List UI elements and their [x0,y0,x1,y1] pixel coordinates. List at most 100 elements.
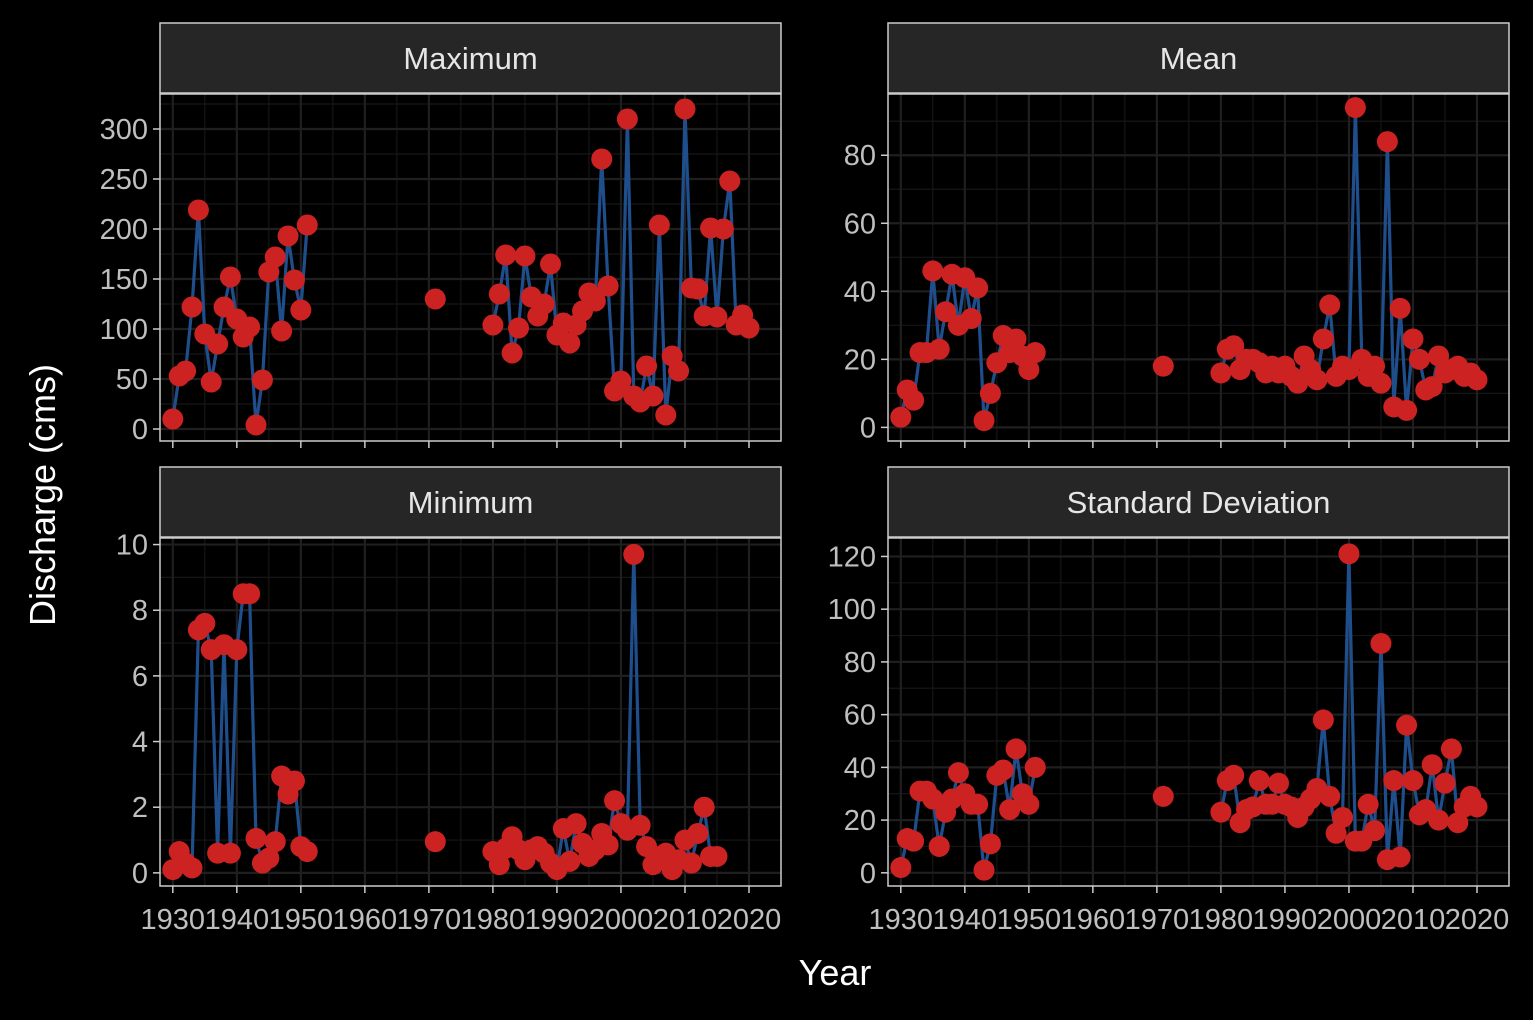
y-tick-label: 100 [100,314,148,346]
facet-title: Minimum [408,485,534,520]
y-tick-label: 120 [828,541,876,573]
data-point [514,245,536,267]
data-point [1396,399,1418,421]
y-axis: 0 2 4 6 8 10 [116,530,160,890]
y-tick-label: 200 [100,214,148,246]
data-point [712,218,734,240]
y-axis: 0 20 40 60 80 [844,140,888,444]
y-tick-label: 300 [100,114,148,146]
y-tick-label: 100 [828,594,876,626]
data-point [565,813,587,835]
data-point [1364,355,1386,377]
data-point [277,225,299,247]
y-tick-label: 40 [844,752,876,784]
data-point [424,288,446,310]
data-point [1306,369,1328,391]
y-tick-label: 0 [132,858,148,890]
x-tick-label: 1970 [1125,904,1190,936]
data-point [1005,328,1027,350]
data-point [559,332,581,354]
data-point [1440,738,1462,760]
y-tick-label: 80 [844,140,876,172]
data-point [668,360,690,382]
data-point [973,410,995,432]
data-point [1434,772,1456,794]
x-tick-label: 1980 [461,904,526,936]
x-tick-label: 2010 [653,904,718,936]
facet-strip [887,466,1510,538]
data-point [271,320,293,342]
data-point [181,296,203,318]
data-layer [890,97,1488,432]
facet-mean: Mean 0 20 40 60 80 [844,22,1510,448]
data-point [584,290,606,312]
data-point [1024,342,1046,364]
data-point [1005,738,1027,760]
data-point [533,293,555,315]
x-tick-label: 1950 [997,904,1062,936]
y-tick-label: 20 [844,344,876,376]
x-tick-label: 1940 [933,904,998,936]
data-point [922,788,944,810]
data-point [999,799,1021,821]
data-point [604,790,626,812]
data-point [1421,754,1443,776]
y-axis-title: Discharge (cms) [22,364,63,626]
data-point [979,833,1001,855]
y-tick-label: 0 [132,414,148,446]
data-point [495,244,517,266]
y-tick-label: 20 [844,805,876,837]
data-point [283,770,305,792]
data-point [687,278,709,300]
data-point [979,382,1001,404]
x-axis [900,441,1478,448]
facet-panels: Maximum050100150200250300Mean020406080Mi… [100,22,1510,936]
data-point [1152,785,1174,807]
gridlines [160,94,781,441]
data-point [264,831,286,853]
data-point [967,277,989,299]
data-point [290,299,312,321]
data-point [687,822,709,844]
data-point [591,148,613,170]
data-point [1018,793,1040,815]
data-point [296,841,318,863]
data-point [610,370,632,392]
data-point [947,762,969,784]
data-point [1428,809,1450,831]
data-point [194,612,216,634]
x-axis: 1930 1940 1950 1960 1970 1980 1990 2000 2010 2020 [141,886,781,936]
data-point [488,283,510,305]
data-point [1402,328,1424,350]
data-point [162,408,184,430]
data-point [1364,820,1386,842]
data-point [251,369,273,391]
data-point [1344,97,1366,119]
facet-standard-deviation: Standard Deviation 0 20 40 60 80 100 120 1930 194… [828,466,1510,936]
data-point [1312,709,1334,731]
data-point [1376,131,1398,153]
data-point [187,199,209,221]
y-tick-label: 250 [100,164,148,196]
data-point [1428,345,1450,367]
data-point [1268,772,1290,794]
data-point [1370,632,1392,654]
data-point [960,308,982,330]
data-layer [890,543,1488,881]
y-axis: 0 20 40 60 80 100 120 [828,541,888,890]
x-tick-label: 1970 [397,904,462,936]
data-point [1018,359,1040,381]
panel-border [887,537,1510,887]
facet-title: Standard Deviation [1067,485,1331,520]
y-tick-label: 80 [844,647,876,679]
y-tick-label: 8 [132,595,148,627]
data-point [207,333,229,355]
data-point [706,845,728,867]
data-point [973,859,995,881]
data-point [508,317,530,339]
data-point [674,98,696,120]
x-tick-label: 1960 [1061,904,1126,936]
gridlines [160,538,781,886]
data-point [967,793,989,815]
